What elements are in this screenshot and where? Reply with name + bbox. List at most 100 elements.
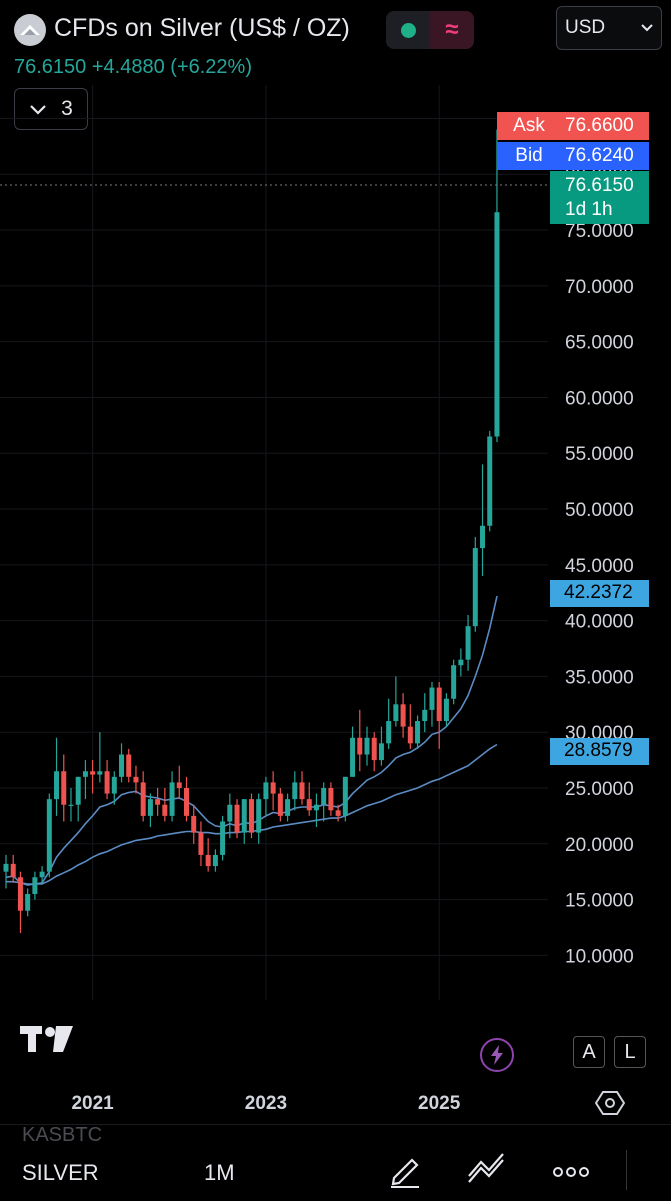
- candle-body: [61, 771, 67, 805]
- y-tick-label: 25.0000: [565, 779, 634, 800]
- interval-button[interactable]: 1M: [204, 1160, 235, 1185]
- candle: [17, 871, 23, 934]
- candle-body: [292, 782, 298, 800]
- more-options-icon[interactable]: [552, 1152, 590, 1188]
- candle: [350, 726, 356, 777]
- lightning-icon[interactable]: [480, 1038, 514, 1072]
- candle: [494, 129, 500, 443]
- x-tick-label: 2025: [418, 1093, 461, 1114]
- candle-body: [465, 626, 471, 660]
- candle: [61, 754, 67, 822]
- candle: [487, 430, 493, 532]
- candle: [292, 771, 298, 811]
- candle-body: [400, 704, 406, 727]
- candle: [378, 726, 384, 766]
- candle-body: [443, 698, 449, 722]
- candle: [54, 737, 60, 816]
- candle: [140, 771, 146, 822]
- y-tick-label: 10.0000: [565, 946, 634, 967]
- candle: [313, 793, 319, 828]
- candle-body: [306, 799, 312, 811]
- candle: [443, 693, 449, 727]
- candle: [465, 615, 471, 671]
- candle-body: [422, 709, 428, 722]
- auto-scale-button[interactable]: A: [573, 1036, 605, 1068]
- candle: [68, 787, 74, 822]
- candle: [126, 748, 132, 783]
- candle: [212, 849, 218, 872]
- candle: [198, 821, 204, 867]
- candle: [451, 659, 457, 705]
- candle: [227, 793, 233, 839]
- settings-icon[interactable]: [595, 1088, 625, 1118]
- bar-countdown: 1d 1h: [565, 199, 613, 220]
- candle-body: [378, 743, 384, 761]
- candle: [256, 793, 262, 844]
- candle: [458, 648, 464, 677]
- candle: [75, 776, 81, 822]
- symbol-button[interactable]: SILVER: [22, 1160, 99, 1185]
- candle-body: [155, 799, 161, 805]
- candle-body: [248, 799, 254, 833]
- candle-body: [32, 877, 38, 894]
- candle-body: [299, 782, 305, 800]
- candle-body: [227, 804, 233, 822]
- candle-body: [415, 721, 421, 744]
- candle: [155, 787, 161, 816]
- candle-body: [472, 548, 478, 627]
- candle: [415, 715, 421, 749]
- bid-price-tag: Bid 76.6240: [497, 142, 649, 170]
- currency-select[interactable]: USD: [556, 6, 662, 50]
- candle: [357, 709, 363, 772]
- candle: [364, 726, 370, 766]
- trend-line-icon[interactable]: [466, 1152, 506, 1188]
- market-open-icon[interactable]: [386, 11, 430, 49]
- candle-body: [321, 787, 327, 805]
- market-status-group[interactable]: ≈: [386, 11, 474, 49]
- candle-body: [147, 799, 153, 816]
- candle: [436, 681, 442, 749]
- bottom-toolbar: [0, 1124, 671, 1201]
- bid-value: 76.6240: [565, 145, 634, 166]
- last-price: 76.6150: [14, 56, 87, 78]
- candle-body: [429, 687, 435, 710]
- ema-fast-tag: 42.2372: [550, 580, 649, 607]
- candle: [386, 698, 392, 749]
- candle: [104, 760, 110, 800]
- symbol-title[interactable]: CFDs on Silver (US$ / OZ): [54, 14, 350, 42]
- candle: [147, 793, 153, 828]
- candle-body: [133, 776, 139, 783]
- candle-body: [198, 832, 204, 855]
- candle-body: [68, 804, 74, 806]
- candle: [422, 693, 428, 733]
- tradingview-logo-icon: [20, 1026, 73, 1052]
- silver-logo-icon: [14, 14, 46, 46]
- candle-body: [75, 776, 81, 805]
- price-summary: 76.6150 +4.4880 (+6.22%): [14, 56, 252, 79]
- candle-body: [263, 782, 269, 800]
- pencil-icon[interactable]: [388, 1152, 422, 1188]
- candle-body: [386, 721, 392, 744]
- log-scale-button[interactable]: L: [614, 1036, 646, 1068]
- candle-body: [241, 799, 247, 833]
- candle: [205, 838, 211, 872]
- candle-body: [277, 793, 283, 816]
- candle-body: [25, 893, 31, 911]
- candle: [169, 771, 175, 822]
- indicators-toggle-button[interactable]: 3: [14, 88, 88, 130]
- y-tick-label: 40.0000: [565, 612, 634, 633]
- bid-label: Bid: [515, 145, 543, 166]
- candle: [480, 464, 486, 576]
- candle: [3, 854, 9, 889]
- candle-body: [39, 871, 45, 878]
- ask-price-tag: Ask 76.6600: [497, 112, 649, 140]
- y-tick-label: 15.0000: [565, 891, 634, 912]
- candle-body: [256, 799, 262, 833]
- delayed-data-icon[interactable]: ≈: [430, 11, 474, 49]
- candle-body: [407, 726, 413, 744]
- candle: [32, 871, 38, 900]
- y-tick-label: 20.0000: [565, 835, 634, 856]
- price-chart[interactable]: 85.000080.000075.000070.000065.000060.00…: [0, 0, 671, 1124]
- y-tick-label: 60.0000: [565, 388, 634, 409]
- candle: [285, 793, 291, 822]
